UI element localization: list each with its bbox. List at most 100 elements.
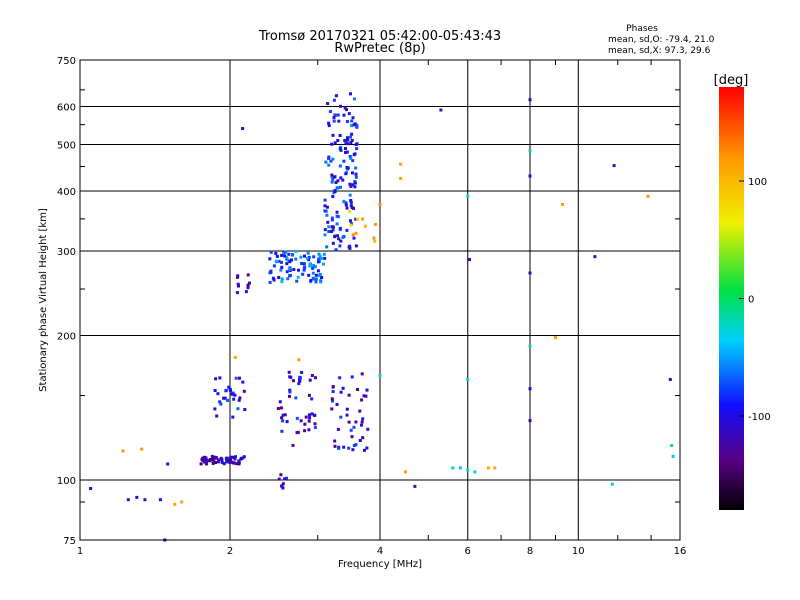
data-point bbox=[222, 396, 226, 400]
data-point bbox=[327, 121, 331, 125]
data-point bbox=[291, 379, 295, 383]
data-point bbox=[554, 336, 557, 340]
data-point bbox=[242, 455, 246, 459]
data-point bbox=[528, 419, 532, 423]
data-point bbox=[326, 220, 330, 224]
data-point bbox=[561, 203, 565, 206]
data-point bbox=[234, 462, 238, 466]
data-point bbox=[355, 217, 359, 221]
data-point bbox=[248, 281, 251, 285]
data-point bbox=[342, 113, 346, 117]
data-point bbox=[313, 265, 317, 269]
data-point bbox=[404, 470, 407, 474]
data-point bbox=[353, 180, 357, 184]
data-point bbox=[274, 251, 278, 255]
data-point bbox=[322, 262, 325, 266]
data-point bbox=[290, 258, 293, 262]
data-point bbox=[349, 141, 353, 145]
data-point bbox=[330, 180, 334, 184]
data-point bbox=[331, 177, 335, 181]
data-point bbox=[233, 457, 237, 461]
data-point bbox=[291, 443, 295, 447]
data-point bbox=[279, 268, 283, 272]
data-point bbox=[306, 251, 310, 255]
data-point bbox=[354, 143, 358, 146]
data-point bbox=[325, 213, 329, 217]
data-point bbox=[310, 374, 314, 377]
data-point bbox=[281, 419, 285, 423]
data-point bbox=[219, 402, 223, 406]
data-point bbox=[349, 200, 353, 204]
data-point bbox=[225, 460, 228, 464]
data-point bbox=[307, 273, 311, 277]
data-points bbox=[89, 92, 675, 542]
data-point bbox=[339, 390, 343, 394]
data-point bbox=[339, 239, 343, 243]
data-point bbox=[203, 455, 206, 459]
data-point bbox=[318, 254, 322, 258]
data-point bbox=[294, 396, 298, 400]
data-point bbox=[345, 413, 349, 417]
data-point bbox=[158, 498, 162, 502]
data-point bbox=[358, 409, 362, 413]
data-point bbox=[339, 415, 343, 419]
data-point bbox=[229, 458, 232, 461]
data-point bbox=[241, 127, 245, 130]
data-point bbox=[323, 233, 327, 237]
data-point bbox=[354, 443, 358, 447]
data-point bbox=[350, 124, 354, 128]
data-point bbox=[220, 460, 224, 464]
data-point bbox=[360, 372, 364, 376]
colorbar-tick-label: 100 bbox=[748, 177, 767, 188]
data-point bbox=[335, 210, 339, 214]
data-point bbox=[528, 149, 532, 153]
data-point bbox=[204, 461, 208, 465]
data-point bbox=[335, 403, 339, 406]
data-point bbox=[348, 155, 352, 158]
data-point bbox=[223, 396, 227, 400]
data-point bbox=[466, 378, 470, 381]
data-point bbox=[313, 413, 317, 417]
data-point bbox=[349, 223, 353, 227]
data-point bbox=[303, 254, 306, 258]
data-point bbox=[280, 484, 284, 488]
data-point bbox=[337, 446, 341, 450]
data-point bbox=[282, 251, 286, 255]
chart-title: Tromsø 20170321 05:42:00-05:43:43 bbox=[258, 29, 501, 44]
phase-stats-o: mean, sd,O: -79.4, 21.0 bbox=[608, 35, 715, 45]
x-axis-label: Frequency [MHz] bbox=[338, 559, 422, 570]
data-point bbox=[280, 265, 284, 269]
data-point bbox=[302, 262, 306, 266]
data-point bbox=[336, 113, 340, 117]
data-point bbox=[366, 427, 370, 431]
data-point bbox=[295, 416, 299, 420]
data-point bbox=[135, 495, 139, 499]
y-axis-label: Stationary phase Virtual Height [km] bbox=[38, 208, 49, 392]
data-point bbox=[362, 394, 366, 398]
data-point bbox=[336, 427, 340, 431]
data-point bbox=[325, 245, 329, 249]
data-point bbox=[327, 163, 331, 167]
data-point bbox=[528, 387, 532, 391]
data-point bbox=[347, 420, 351, 424]
data-point bbox=[307, 428, 311, 432]
data-point bbox=[311, 271, 315, 275]
data-point bbox=[285, 257, 289, 261]
data-point bbox=[332, 175, 336, 179]
data-point bbox=[322, 252, 326, 256]
data-point bbox=[246, 286, 250, 290]
data-point bbox=[235, 291, 239, 295]
y-tick-label: 300 bbox=[57, 247, 76, 258]
data-point bbox=[528, 98, 532, 102]
data-point bbox=[324, 209, 328, 213]
data-point bbox=[89, 487, 93, 490]
data-point bbox=[327, 230, 331, 233]
data-point bbox=[365, 388, 369, 392]
data-point bbox=[236, 282, 240, 286]
data-point bbox=[466, 468, 470, 472]
data-point bbox=[334, 181, 338, 184]
data-point bbox=[307, 255, 311, 259]
data-point bbox=[180, 500, 184, 504]
data-point bbox=[360, 398, 364, 402]
